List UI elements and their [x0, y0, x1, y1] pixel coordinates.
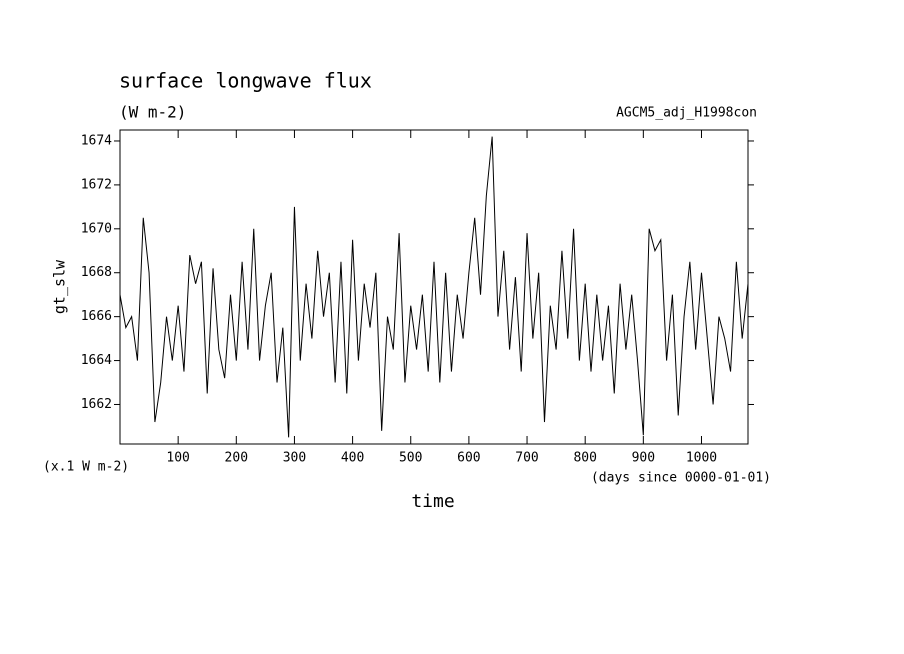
- x-tick-label: 1000: [686, 451, 717, 466]
- y-tick-label: 1672: [81, 177, 112, 192]
- chart-subtitle: (W m-2): [119, 103, 186, 122]
- y-tick-label: 1674: [81, 133, 112, 148]
- chart-title: surface longwave flux: [119, 69, 372, 93]
- x-tick-label: 300: [283, 451, 306, 466]
- x-tick-label: 800: [573, 451, 596, 466]
- x-unit-label: (days since 0000-01-01): [591, 471, 771, 486]
- x-tick-label: 200: [225, 451, 248, 466]
- x-tick-label: 900: [632, 451, 655, 466]
- x-tick-label: 700: [515, 451, 538, 466]
- y-tick-label: 1662: [81, 397, 112, 412]
- annotation: AGCM5_adj_H1998con: [616, 106, 757, 121]
- x-tick-label: 500: [399, 451, 422, 466]
- y-tick-label: 1666: [81, 309, 112, 324]
- data-line: [119, 136, 749, 438]
- x-axis-label: time: [411, 491, 454, 512]
- y-unit-label: (x.1 W m-2): [43, 460, 129, 475]
- x-tick-label: 400: [341, 451, 364, 466]
- x-tick-label: 100: [166, 451, 189, 466]
- y-tick-label: 1664: [81, 353, 112, 368]
- x-tick-label: 600: [457, 451, 480, 466]
- y-axis-label: gt_slw: [51, 259, 69, 314]
- y-tick-label: 1668: [81, 265, 112, 280]
- y-tick-label: 1670: [81, 221, 112, 236]
